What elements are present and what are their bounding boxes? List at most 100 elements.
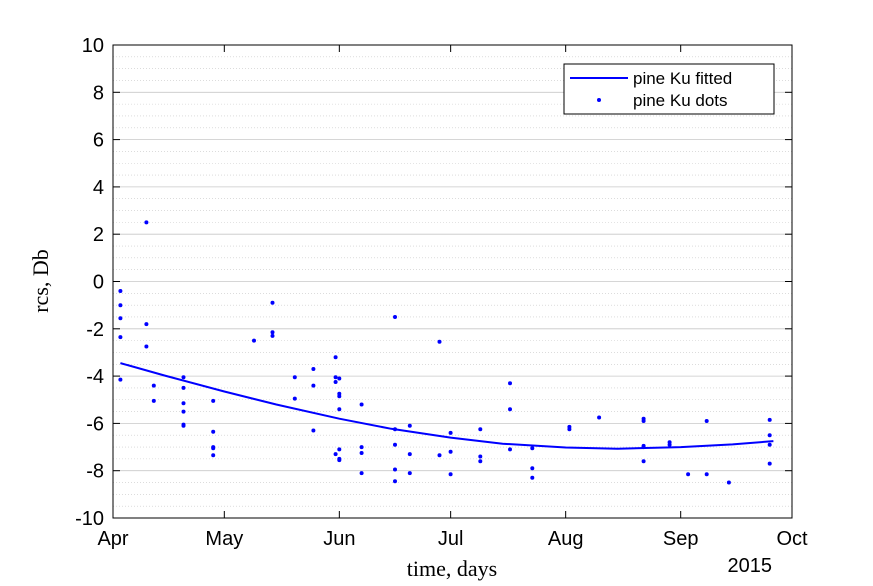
x-tick-label: Oct — [776, 528, 808, 550]
y-tick-label: 4 — [93, 177, 104, 199]
data-point — [144, 344, 149, 349]
data-point — [144, 322, 149, 327]
data-point — [118, 289, 123, 293]
data-point — [478, 454, 483, 459]
data-point — [641, 459, 646, 464]
data-point — [767, 433, 772, 438]
data-point — [151, 398, 156, 403]
data-point — [270, 300, 275, 305]
data-point — [530, 446, 535, 451]
y-tick-label: -4 — [86, 366, 104, 388]
x-tick-label: Jul — [438, 528, 464, 550]
data-point — [359, 471, 364, 476]
legend-label-fitted: pine Ku fitted — [633, 69, 732, 88]
data-point — [437, 339, 442, 344]
y-tick-label: -8 — [86, 461, 104, 483]
grid-lines — [113, 56, 792, 507]
x-tick-label: Sep — [663, 528, 699, 550]
data-point — [333, 355, 338, 360]
legend-box — [563, 63, 775, 115]
data-point — [508, 407, 512, 412]
data-point — [337, 447, 342, 452]
x-tick-label: Aug — [548, 528, 584, 550]
data-point — [270, 330, 275, 335]
data-point — [530, 466, 535, 471]
y-tick-label: 10 — [82, 35, 104, 57]
data-point — [118, 377, 123, 382]
data-point — [407, 423, 412, 428]
data-point — [478, 427, 483, 432]
data-point — [311, 428, 316, 433]
data-point — [407, 471, 412, 476]
year-label: 2015 — [728, 555, 773, 577]
x-tick-label: Jun — [323, 528, 355, 550]
data-point — [211, 429, 216, 434]
data-point — [597, 415, 602, 420]
data-point — [181, 423, 186, 428]
y-tick-label: 8 — [93, 82, 104, 104]
data-point — [567, 427, 572, 432]
y-tick-label: -10 — [75, 508, 104, 530]
data-point — [292, 396, 297, 401]
y-tick-labels: 10 8 6 4 2 0 -2 -4 -6 -8 -10 — [75, 35, 104, 530]
data-point — [767, 442, 772, 447]
data-point — [393, 442, 397, 447]
data-point — [767, 417, 772, 422]
data-point — [252, 338, 256, 343]
data-point — [393, 315, 397, 319]
data-point — [704, 472, 709, 477]
fitted-curve — [120, 362, 774, 450]
y-tick-label: 0 — [93, 272, 104, 294]
data-point — [641, 419, 646, 423]
data-point — [448, 430, 453, 435]
data-point — [508, 381, 512, 386]
data-point — [359, 402, 364, 407]
data-point — [118, 335, 123, 340]
data-point — [726, 480, 731, 485]
data-layer — [118, 220, 774, 485]
scatter-dots — [118, 220, 772, 485]
data-point — [641, 445, 646, 450]
data-point — [448, 472, 453, 477]
data-point — [181, 385, 186, 390]
data-point — [181, 375, 186, 380]
data-point — [292, 375, 297, 380]
y-tick-label: -2 — [86, 319, 104, 341]
data-point — [686, 472, 691, 477]
x-tick-labels: Apr May Jun Jul Aug Sep Oct — [97, 528, 808, 550]
y-tick-label: -6 — [86, 413, 104, 435]
data-point — [508, 447, 512, 452]
data-point — [211, 446, 216, 451]
data-point — [407, 452, 412, 457]
data-point — [333, 452, 338, 457]
data-point — [704, 419, 709, 423]
y-axis-label: rcs, Db — [28, 249, 53, 313]
data-point — [437, 453, 442, 458]
data-point — [667, 442, 672, 447]
data-point — [337, 458, 342, 463]
data-point — [333, 380, 338, 384]
legend-dot-swatch — [597, 98, 601, 102]
y-tick-label: 6 — [93, 130, 104, 152]
data-point — [530, 475, 535, 480]
data-point — [270, 333, 275, 338]
data-point — [333, 375, 338, 380]
data-point — [767, 461, 772, 466]
legend-label-dots: pine Ku dots — [633, 91, 728, 110]
data-point — [181, 409, 186, 414]
data-point — [393, 427, 397, 432]
x-tick-label: May — [205, 528, 243, 550]
legend: pine Ku fitted pine Ku dots — [563, 63, 775, 115]
data-point — [393, 479, 397, 484]
data-point — [211, 453, 216, 458]
data-point — [118, 316, 123, 321]
data-point — [151, 383, 156, 388]
data-point — [337, 394, 342, 399]
data-point — [448, 449, 453, 454]
data-point — [478, 459, 483, 464]
data-point — [337, 376, 342, 381]
data-point — [144, 220, 149, 225]
data-point — [311, 383, 316, 388]
data-point — [393, 467, 397, 472]
